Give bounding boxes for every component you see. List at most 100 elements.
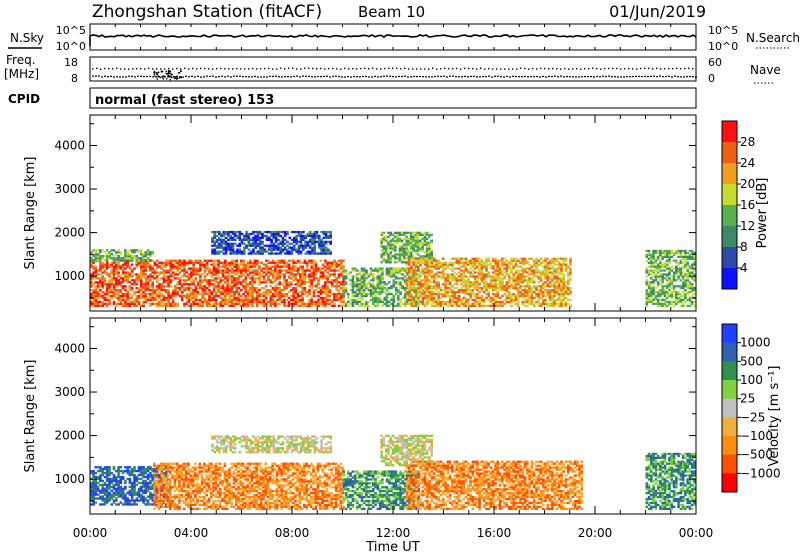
power-cell: [324, 252, 328, 255]
power-cell: [262, 279, 266, 282]
power-cell: [400, 245, 404, 248]
power-cell: [394, 261, 397, 264]
power-cell: [457, 261, 461, 264]
power-cell: [650, 273, 653, 276]
power-cell: [233, 302, 236, 305]
power-cell: [274, 246, 278, 249]
power-cell: [237, 281, 241, 284]
power-cell: [272, 252, 276, 255]
power-cell: [661, 251, 664, 255]
power-cell: [151, 269, 154, 272]
power-cell: [144, 251, 148, 254]
power-cell: [217, 275, 220, 278]
power-cell: [165, 281, 168, 284]
power-cell: [171, 291, 175, 294]
power-cell: [246, 267, 250, 270]
power-cell: [305, 267, 309, 270]
power-cell: [412, 247, 415, 250]
power-cell: [218, 252, 221, 255]
power-cell: [105, 257, 109, 260]
power-cell: [562, 257, 565, 260]
power-cell: [403, 289, 407, 292]
power-cell: [247, 244, 251, 247]
power-cell: [220, 238, 223, 241]
power-cell: [410, 298, 413, 302]
power-cell: [390, 269, 393, 272]
power-cell: [301, 298, 304, 302]
power-cell: [305, 261, 309, 264]
freq-point: [656, 76, 658, 78]
power-cell: [303, 292, 307, 296]
freq-point: [350, 76, 352, 78]
power-cell: [384, 239, 388, 242]
freq-scatter-point: [165, 70, 167, 72]
power-cell: [303, 269, 307, 272]
power-cell: [321, 273, 325, 276]
freq-point: [209, 75, 211, 78]
power-cell: [326, 261, 329, 264]
power-cell: [412, 261, 415, 264]
power-cell: [255, 271, 259, 274]
freq-point: [365, 75, 367, 78]
power-cell: [144, 277, 148, 280]
power-cell: [305, 269, 309, 272]
power-cell: [551, 289, 554, 292]
power-cell: [149, 279, 152, 282]
power-cell: [423, 243, 427, 246]
power-cell: [650, 263, 653, 266]
power-cell: [324, 234, 328, 238]
power-cell: [464, 302, 468, 305]
power-cell: [171, 298, 175, 302]
power-cell: [142, 261, 145, 264]
power-cell: [567, 292, 570, 296]
power-cell: [457, 267, 461, 270]
power-cell: [258, 275, 261, 278]
power-cell: [469, 294, 472, 298]
power-cell: [220, 232, 223, 236]
power-cell: [492, 296, 495, 300]
power-cell: [430, 292, 434, 296]
power-cell: [432, 292, 436, 296]
freq-point: [683, 76, 685, 78]
power-cell: [654, 302, 658, 305]
power-cell: [212, 279, 216, 282]
power-cell: [212, 287, 216, 290]
power-cell: [255, 287, 259, 290]
power-cell: [252, 242, 255, 245]
power-cell: [215, 234, 219, 238]
power-cell: [340, 275, 343, 278]
power-cell: [451, 261, 454, 264]
power-cell: [378, 292, 382, 296]
power-cell: [243, 248, 246, 251]
power-cell: [560, 291, 563, 294]
power-cell: [221, 271, 225, 274]
power-cell: [245, 236, 248, 239]
power-cell: [523, 298, 527, 302]
power-cell: [645, 255, 649, 258]
power-cell: [112, 257, 116, 260]
nave-point: [396, 67, 398, 69]
power-cell: [269, 294, 273, 298]
power-cell: [457, 296, 461, 300]
power-cell: [444, 279, 447, 282]
power-cell: [140, 304, 143, 307]
power-cell: [112, 287, 116, 290]
power-cell: [423, 239, 427, 242]
power-cell: [423, 257, 427, 260]
power-cell: [530, 281, 534, 284]
power-cell: [212, 273, 216, 276]
power-cell: [167, 277, 170, 280]
power-cell: [544, 275, 547, 278]
power-cell: [251, 298, 254, 302]
power-cell: [569, 304, 572, 307]
power-cell: [383, 302, 386, 305]
power-cell: [400, 253, 404, 256]
power-cell: [532, 281, 536, 284]
power-cell: [137, 251, 141, 254]
power-cell: [544, 300, 547, 304]
power-cell: [128, 287, 132, 290]
freq-point: [359, 76, 361, 78]
power-cell: [228, 277, 232, 280]
power-cell: [546, 265, 550, 268]
freq-point: [167, 76, 169, 78]
